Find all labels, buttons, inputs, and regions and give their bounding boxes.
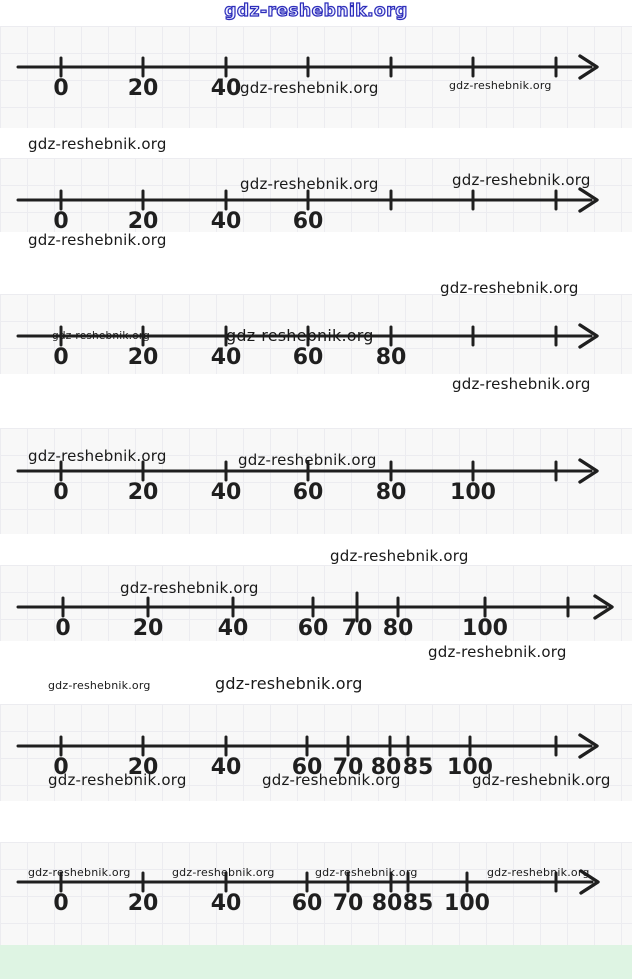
tick-label: 0	[53, 891, 68, 916]
watermark-text: gdz-reshebnik.org	[240, 79, 379, 97]
tick-label: 100	[450, 480, 496, 505]
watermark-text: gdz-reshebnik.org	[315, 866, 418, 879]
tick-label: 20	[128, 209, 159, 232]
tick-label: 20	[128, 891, 159, 916]
arrow-head-icon	[578, 733, 599, 759]
watermark-text: gdz-reshebnik.org	[240, 175, 379, 193]
number-line-4: 0 20 40 60 80 100	[16, 458, 599, 505]
tick-label: 85	[403, 755, 434, 780]
watermark-text: gdz-reshebnik.org	[330, 547, 469, 565]
number-line-2-band: 0 20 40 60	[0, 158, 632, 232]
page-title: gdz-reshebnik.org	[224, 0, 408, 21]
tick-label: 20	[128, 76, 159, 101]
number-line-7: 0 20 40 60 70 80 85 100	[16, 869, 600, 916]
tick-label: 0	[53, 480, 68, 505]
watermark-text: gdz-reshebnik.org	[440, 279, 579, 297]
arrow-head-icon	[578, 54, 599, 80]
tick-label: 60	[292, 755, 323, 780]
number-line-3: 0 20 40 60 80	[16, 323, 599, 370]
watermark-text: gdz-reshebnik.org	[215, 674, 363, 693]
watermark-text: gdz-reshebnik.org	[172, 866, 275, 879]
arrow-head-icon	[593, 594, 614, 620]
watermark-text: gdz-reshebnik.org	[120, 579, 259, 597]
number-line-6: 0 20 40 60 70 80 85 100	[16, 733, 599, 780]
arrow-head-icon	[578, 323, 599, 349]
tick-label: 40	[211, 76, 242, 101]
tick-label: 85	[403, 891, 434, 916]
tick-label: 60	[293, 209, 324, 232]
tick-label: 40	[211, 209, 242, 232]
tick-label: 60	[293, 345, 324, 370]
watermark-text: gdz-reshebnik.org	[262, 771, 401, 789]
tick-label: 70	[342, 616, 373, 641]
number-line-5-band: 0 20 40 60 70 80 100	[0, 565, 632, 641]
number-line-4-band: 0 20 40 60 80 100	[0, 428, 632, 534]
tick-label: 40	[211, 480, 242, 505]
tick-label: 60	[298, 616, 329, 641]
number-line-3-band: 0 20 40 60 80	[0, 294, 632, 374]
watermark-text: gdz-reshebnik.org	[28, 447, 167, 465]
number-line-2: 0 20 40 60	[16, 187, 599, 232]
tick-label: 40	[211, 345, 242, 370]
tick-label: 40	[218, 616, 249, 641]
tick-label: 80	[383, 616, 414, 641]
watermark-text: gdz-reshebnik.org	[487, 866, 590, 879]
watermark-text: gdz-reshebnik.org	[452, 375, 591, 393]
watermark-text: gdz-reshebnik.org	[52, 330, 151, 342]
tick-label: 0	[53, 76, 68, 101]
tick-label: 60	[293, 480, 324, 505]
tick-label: 0	[53, 209, 68, 232]
tick-label: 100	[444, 891, 490, 916]
tick-label: 0	[53, 755, 68, 780]
tick-label: 0	[55, 616, 70, 641]
tick-label: 60	[292, 891, 323, 916]
arrow-head-icon	[578, 187, 599, 213]
watermark-text: gdz-reshebnik.org	[449, 79, 552, 92]
tick-label: 80	[372, 891, 403, 916]
watermark-text: gdz-reshebnik.org	[238, 451, 377, 469]
tick-label: 40	[211, 755, 242, 780]
tick-label: 20	[128, 345, 159, 370]
tick-label: 20	[128, 480, 159, 505]
watermark-text: gdz-reshebnik.org	[48, 679, 151, 692]
watermark-text: gdz-reshebnik.org	[48, 771, 187, 789]
number-line-5: 0 20 40 60 70 80 100	[16, 591, 614, 641]
tick-label: 40	[211, 891, 242, 916]
tick-label: 80	[376, 480, 407, 505]
watermark-text: gdz-reshebnik.org	[226, 326, 374, 345]
tick-label: 20	[128, 755, 159, 780]
tick-label: 80	[371, 755, 402, 780]
number-line-6-band: 0 20 40 60 70 80 85 100	[0, 704, 632, 801]
tick-label: 0	[53, 345, 68, 370]
watermark-text: gdz-reshebnik.org	[28, 135, 167, 153]
watermark-text: gdz-reshebnik.org	[472, 771, 611, 789]
number-line-1: 0 20 40	[16, 54, 599, 101]
watermark-text: gdz-reshebnik.org	[452, 171, 591, 189]
footer-strip	[0, 945, 632, 979]
tick-label: 100	[447, 755, 493, 780]
tick-label: 20	[133, 616, 164, 641]
tick-label: 70	[333, 891, 364, 916]
tick-label: 100	[462, 616, 508, 641]
tick-label: 70	[333, 755, 364, 780]
arrow-head-icon	[578, 458, 599, 484]
number-line-7-band: 0 20 40 60 70 80 85 100	[0, 842, 632, 945]
watermark-text: gdz-reshebnik.org	[28, 231, 167, 249]
number-line-1-band: 0 20 40	[0, 26, 632, 128]
watermark-text: gdz-reshebnik.org	[28, 866, 131, 879]
tick-label: 80	[376, 345, 407, 370]
arrow-head-icon	[579, 869, 600, 895]
watermark-text: gdz-reshebnik.org	[428, 643, 567, 661]
